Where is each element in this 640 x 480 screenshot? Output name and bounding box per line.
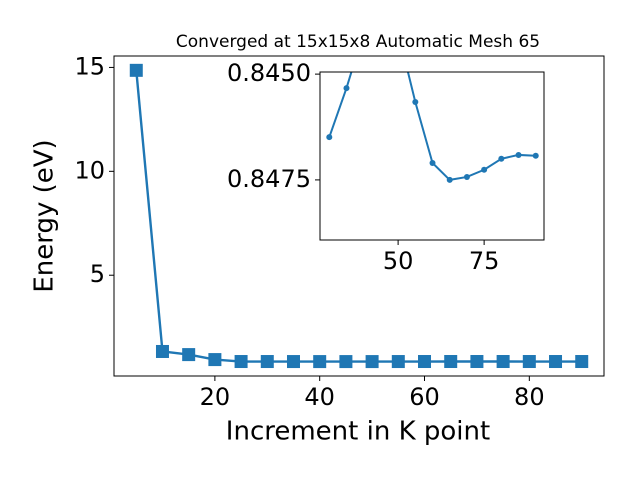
marker xyxy=(129,63,143,77)
marker xyxy=(343,85,350,92)
marker xyxy=(391,355,405,369)
y-tick-label: 10 xyxy=(74,156,105,184)
axes-frame xyxy=(113,55,605,377)
marker xyxy=(532,152,539,159)
marker xyxy=(313,355,327,369)
marker xyxy=(286,355,300,369)
marker xyxy=(481,166,488,173)
x-axis-label: Increment in K point xyxy=(226,417,490,447)
marker xyxy=(418,355,432,369)
x-tick-label: 80 xyxy=(514,383,545,411)
inset-background xyxy=(320,72,544,240)
x-tick-label: 40 xyxy=(304,383,335,411)
marker xyxy=(498,155,505,162)
plot-area xyxy=(326,72,539,183)
marker xyxy=(155,344,169,358)
y-tick-label: 0.8450 xyxy=(227,59,311,87)
marker xyxy=(549,355,563,369)
marker xyxy=(365,355,379,369)
marker xyxy=(496,355,510,369)
marker xyxy=(182,348,196,362)
y-tick-label: 15 xyxy=(74,52,105,80)
y-axis-label: Energy (eV) xyxy=(30,139,60,292)
plot-area xyxy=(129,63,589,369)
marker xyxy=(326,134,333,141)
marker xyxy=(446,176,453,183)
x-tick-label: 20 xyxy=(200,383,231,411)
marker xyxy=(575,355,589,369)
marker xyxy=(412,99,419,106)
x-tick-label: 50 xyxy=(383,247,414,275)
marker xyxy=(470,355,484,369)
y-tick-label: 0.8475 xyxy=(227,165,311,193)
marker xyxy=(522,355,536,369)
marker xyxy=(208,353,222,367)
marker xyxy=(515,151,522,158)
x-tick-label: 75 xyxy=(469,247,500,275)
chart-title: Converged at 15x15x8 Automatic Mesh 65 xyxy=(176,32,540,52)
y-tick-label: 5 xyxy=(90,260,105,288)
marker xyxy=(234,355,248,369)
x-tick-label: 60 xyxy=(409,383,440,411)
marker xyxy=(444,355,458,369)
marker xyxy=(339,355,353,369)
axes-frame xyxy=(319,71,545,241)
marker xyxy=(463,173,470,180)
marker xyxy=(260,355,274,369)
marker xyxy=(429,159,436,166)
